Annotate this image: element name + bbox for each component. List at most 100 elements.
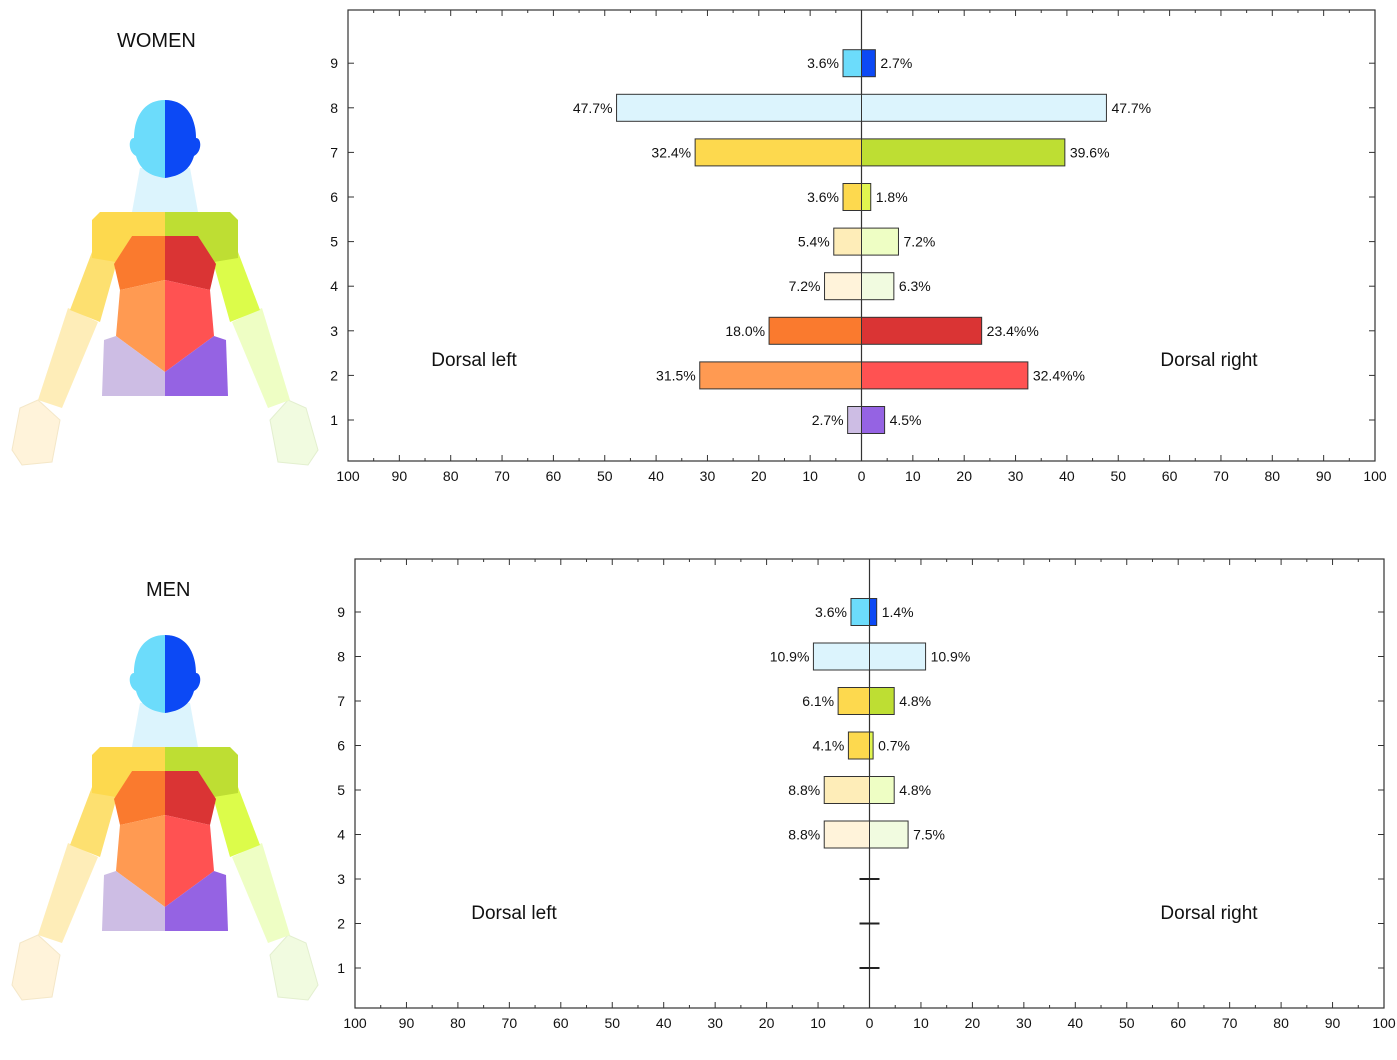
x-tick-label: 90 [399, 1015, 415, 1031]
x-tick-label: 100 [336, 468, 360, 484]
x-tick-label: 40 [648, 468, 664, 484]
women-body-figure [11, 100, 319, 466]
x-tick-label: 20 [751, 468, 767, 484]
bar-left [824, 272, 863, 301]
head-left-zone [129, 100, 165, 178]
forearm-left-zone [38, 843, 98, 943]
bar-label-left: 3.6% [807, 55, 839, 71]
shoulder-left-zone [92, 212, 165, 262]
bar-right [869, 776, 895, 804]
x-tick-label: 40 [656, 1015, 672, 1031]
x-tick-label: 40 [1068, 1015, 1084, 1031]
bar-label-right: 2.7% [880, 55, 912, 71]
bar-label-left: 31.5% [656, 367, 696, 383]
y-tick-label: 8 [330, 100, 338, 116]
x-tick-label: 10 [913, 1015, 929, 1031]
lower-back-left-zone [102, 336, 165, 396]
x-tick-label: 90 [1325, 1015, 1341, 1031]
lower-back-right-zone [165, 871, 228, 931]
y-tick-label: 4 [337, 827, 345, 843]
bar-right [861, 406, 886, 434]
men-panel-title: MEN [146, 579, 191, 601]
x-tick-label: 10 [810, 1015, 826, 1031]
bar-left [850, 598, 871, 626]
x-tick-label: 100 [343, 1015, 367, 1031]
bar-label-left: 5.4% [798, 234, 830, 250]
bar-left [847, 731, 871, 760]
x-tick-label: 20 [759, 1015, 775, 1031]
bar-label-right: 1.4% [882, 604, 914, 620]
bar-label-left: 18.0% [725, 323, 765, 339]
y-tick-label: 2 [337, 916, 345, 932]
x-tick-label: 90 [392, 468, 408, 484]
y-tick-label: 7 [337, 693, 345, 709]
bar-right [861, 138, 1066, 167]
upper-arm-left-zone [70, 787, 118, 857]
x-tick-label: 10 [905, 468, 921, 484]
neck-zone [132, 168, 198, 212]
bar-left [847, 406, 862, 434]
neck-zone [132, 703, 198, 747]
x-tick-label: 60 [1170, 1015, 1186, 1031]
dorsal-left-label: Dorsal left [471, 903, 557, 924]
y-tick-label: 3 [330, 323, 338, 339]
bar-label-right: 4.8% [899, 782, 931, 798]
bar-left [823, 820, 870, 849]
x-tick-label: 50 [1119, 1015, 1135, 1031]
x-tick-label: 50 [604, 1015, 620, 1031]
hand-left-zone [11, 399, 61, 466]
y-tick-label: 1 [330, 412, 338, 428]
y-tick-label: 5 [337, 782, 345, 798]
bar-left [837, 687, 870, 715]
bar-right [869, 642, 927, 671]
y-tick-label: 8 [337, 649, 345, 665]
bar-label-left: 47.7% [573, 100, 613, 116]
bar-label-left: 10.9% [770, 649, 810, 665]
upper-back-left-zone [114, 236, 165, 290]
bar-label-left: 7.2% [789, 278, 821, 294]
forearm-left-zone [38, 308, 98, 408]
men-body-figure [11, 635, 319, 1001]
bar-label-right: 32.4%% [1033, 367, 1085, 383]
x-tick-label: 70 [502, 1015, 518, 1031]
bar-right [869, 820, 909, 849]
x-tick-label: 60 [553, 1015, 569, 1031]
bar-right [869, 598, 878, 626]
shoulder-left-zone [92, 747, 165, 797]
x-tick-label: 50 [1110, 468, 1126, 484]
upper-arm-left-zone [70, 252, 118, 322]
bar-label-left: 3.6% [815, 604, 847, 620]
bar-left [768, 316, 863, 345]
y-tick-label: 1 [337, 960, 345, 976]
y-tick-label: 6 [337, 738, 345, 754]
x-tick-label: 40 [1059, 468, 1075, 484]
hand-right-zone [269, 934, 319, 1001]
x-tick-label: 10 [802, 468, 818, 484]
bar-left [823, 776, 870, 804]
bar-label-right: 0.7% [878, 738, 910, 754]
x-tick-label: 80 [450, 1015, 466, 1031]
bar-right [861, 272, 895, 301]
x-tick-label: 60 [546, 468, 562, 484]
mid-back-right-zone [165, 280, 214, 372]
head-right-zone [165, 100, 201, 178]
y-tick-label: 9 [337, 604, 345, 620]
dorsal-left-label: Dorsal left [431, 350, 517, 371]
bar-right [861, 49, 876, 78]
x-tick-label: 20 [956, 468, 972, 484]
bar-label-right: 1.8% [876, 189, 908, 205]
bar-label-right: 47.7% [1111, 100, 1151, 116]
lower-back-left-zone [102, 871, 165, 931]
mid-back-left-zone [116, 280, 165, 372]
forearm-right-zone [232, 843, 290, 943]
bar-label-left: 8.8% [788, 782, 820, 798]
bar-left [616, 93, 862, 122]
x-tick-label: 30 [700, 468, 716, 484]
x-tick-label: 90 [1316, 468, 1332, 484]
x-tick-label: 60 [1162, 468, 1178, 484]
bar-right [869, 687, 895, 715]
y-tick-label: 4 [330, 278, 338, 294]
y-tick-label: 3 [337, 871, 345, 887]
bar-left [842, 49, 862, 78]
lower-back-right-zone [165, 336, 228, 396]
